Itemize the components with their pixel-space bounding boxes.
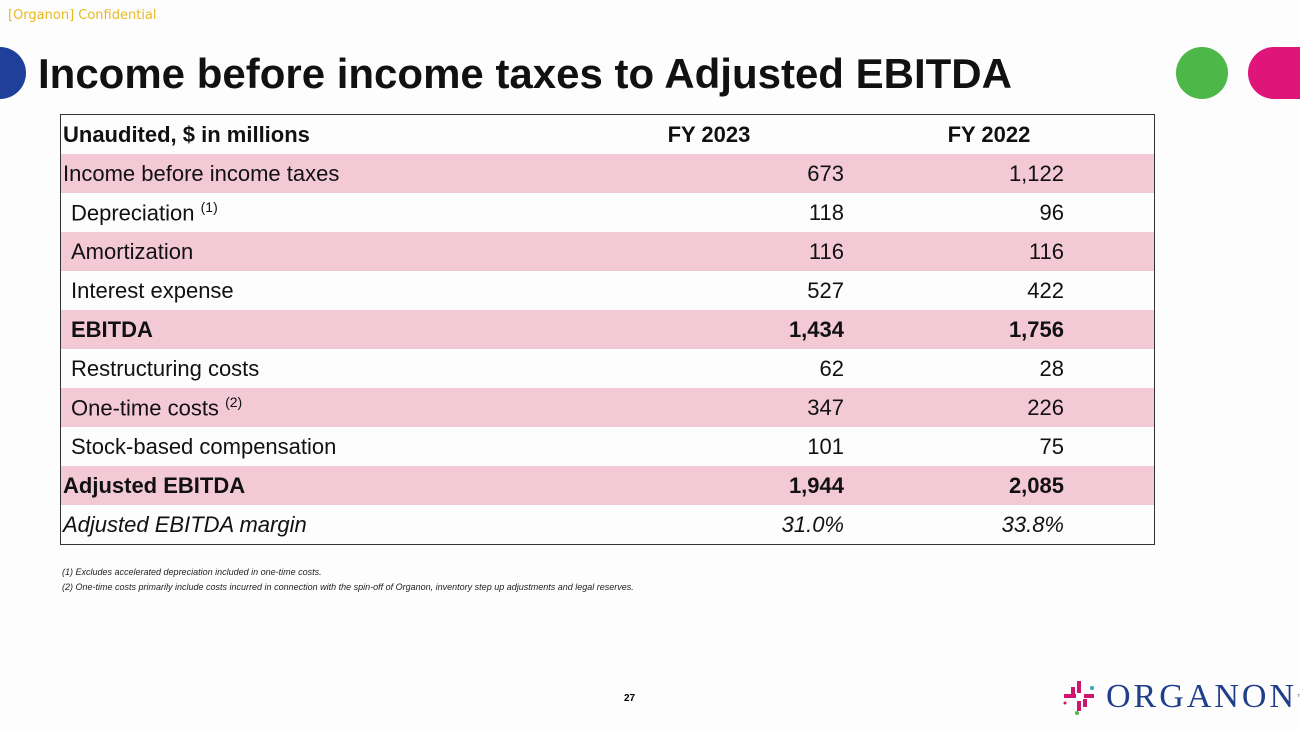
header-fy2023: FY 2023: [667, 121, 751, 147]
fy2023-value: 673: [554, 154, 864, 193]
table-row: Income before income taxes 673 1,122: [60, 154, 1155, 193]
row-label-text: Amortization: [71, 238, 194, 264]
fy2023-value: 118: [808, 199, 844, 225]
ebitda-table: Unaudited, $ in millions FY 2023 FY 2022…: [60, 114, 1155, 545]
row-label-text: Adjusted EBITDA: [63, 472, 246, 498]
row-label-text: One-time costs: [71, 395, 219, 421]
fy2023-value: 101: [807, 433, 844, 459]
row-label: One-time costs (2): [60, 388, 554, 427]
table-row: Amortization 116 116: [60, 232, 1155, 271]
table-row: Stock-based compensation 101 75: [61, 427, 1155, 466]
row-label-text: Depreciation: [71, 200, 195, 226]
fy2023-value: 1,944: [554, 466, 864, 505]
fy2022-value: 96: [1039, 199, 1064, 225]
fy2022-value: 28: [1039, 355, 1064, 381]
row-label-text: Interest expense: [71, 277, 234, 303]
decorative-pink-pill: [1248, 47, 1300, 99]
footnote-2: (2) One-time costs primarily include cos…: [62, 582, 634, 592]
row-label: Stock-based compensation: [61, 427, 555, 466]
header-fy2022: FY 2022: [947, 121, 1031, 147]
table-header: Unaudited, $ in millions FY 2023 FY 2022: [61, 115, 1155, 155]
fy2023-value: 31.0%: [781, 511, 844, 537]
organon-logo: ORGANON™: [1062, 678, 1300, 716]
footnote-1: (1) Excludes accelerated depreciation in…: [62, 567, 322, 577]
row-label: Interest expense: [61, 271, 555, 310]
fy2023-value: 347: [554, 388, 864, 427]
header-label: Unaudited, $ in millions: [63, 121, 310, 147]
fy2022-value: 1,756: [864, 310, 1155, 349]
row-label-text: EBITDA: [71, 316, 153, 342]
confidential-label: [Organon] Confidential: [8, 8, 157, 23]
fy2023-value: 527: [807, 277, 844, 303]
organon-mark-icon: [1063, 681, 1094, 715]
footnote-ref: (2): [225, 393, 243, 410]
table-row: Interest expense 527 422: [61, 271, 1155, 310]
row-label: EBITDA: [60, 310, 554, 349]
fy2022-value: 75: [1039, 433, 1064, 459]
fy2022-value: 422: [1027, 277, 1064, 303]
fy2022-value: 116: [864, 232, 1155, 271]
row-label-text: Adjusted EBITDA margin: [63, 511, 307, 537]
fy2023-value: 1,434: [554, 310, 864, 349]
row-label-text: Restructuring costs: [71, 355, 260, 381]
row-label: Adjusted EBITDA margin: [61, 505, 555, 545]
table-row: Depreciation (1) 118 96: [61, 193, 1155, 232]
fy2023-value: 62: [819, 355, 844, 381]
fy2022-value: 33.8%: [1001, 511, 1064, 537]
row-label-text: Stock-based compensation: [71, 433, 337, 459]
row-label: Restructuring costs: [61, 349, 555, 388]
decorative-green-circle: [1176, 47, 1228, 99]
table-row: Restructuring costs 62 28: [61, 349, 1155, 388]
page-number: 27: [624, 693, 636, 704]
table-row: EBITDA 1,434 1,756: [60, 310, 1155, 349]
fy2022-value: 2,085: [864, 466, 1155, 505]
fy2022-value: 226: [864, 388, 1155, 427]
logo-text: ORGANON: [1106, 678, 1297, 715]
decorative-blue-circle: [0, 47, 26, 99]
row-label-text: Income before income taxes: [63, 160, 340, 186]
footnote-ref: (1): [200, 198, 218, 215]
table-row: One-time costs (2) 347 226: [60, 388, 1155, 427]
trademark: ™: [1297, 694, 1300, 701]
row-label: Income before income taxes: [60, 154, 554, 193]
table-row: Adjusted EBITDA margin 31.0% 33.8%: [61, 505, 1155, 545]
fy2023-value: 116: [554, 232, 864, 271]
row-label: Adjusted EBITDA: [60, 466, 554, 505]
page-title: Income before income taxes to Adjusted E…: [38, 50, 1012, 97]
row-label: Depreciation (1): [61, 193, 555, 232]
row-label: Amortization: [60, 232, 554, 271]
fy2022-value: 1,122: [864, 154, 1155, 193]
table-row: Adjusted EBITDA 1,944 2,085: [60, 466, 1155, 505]
